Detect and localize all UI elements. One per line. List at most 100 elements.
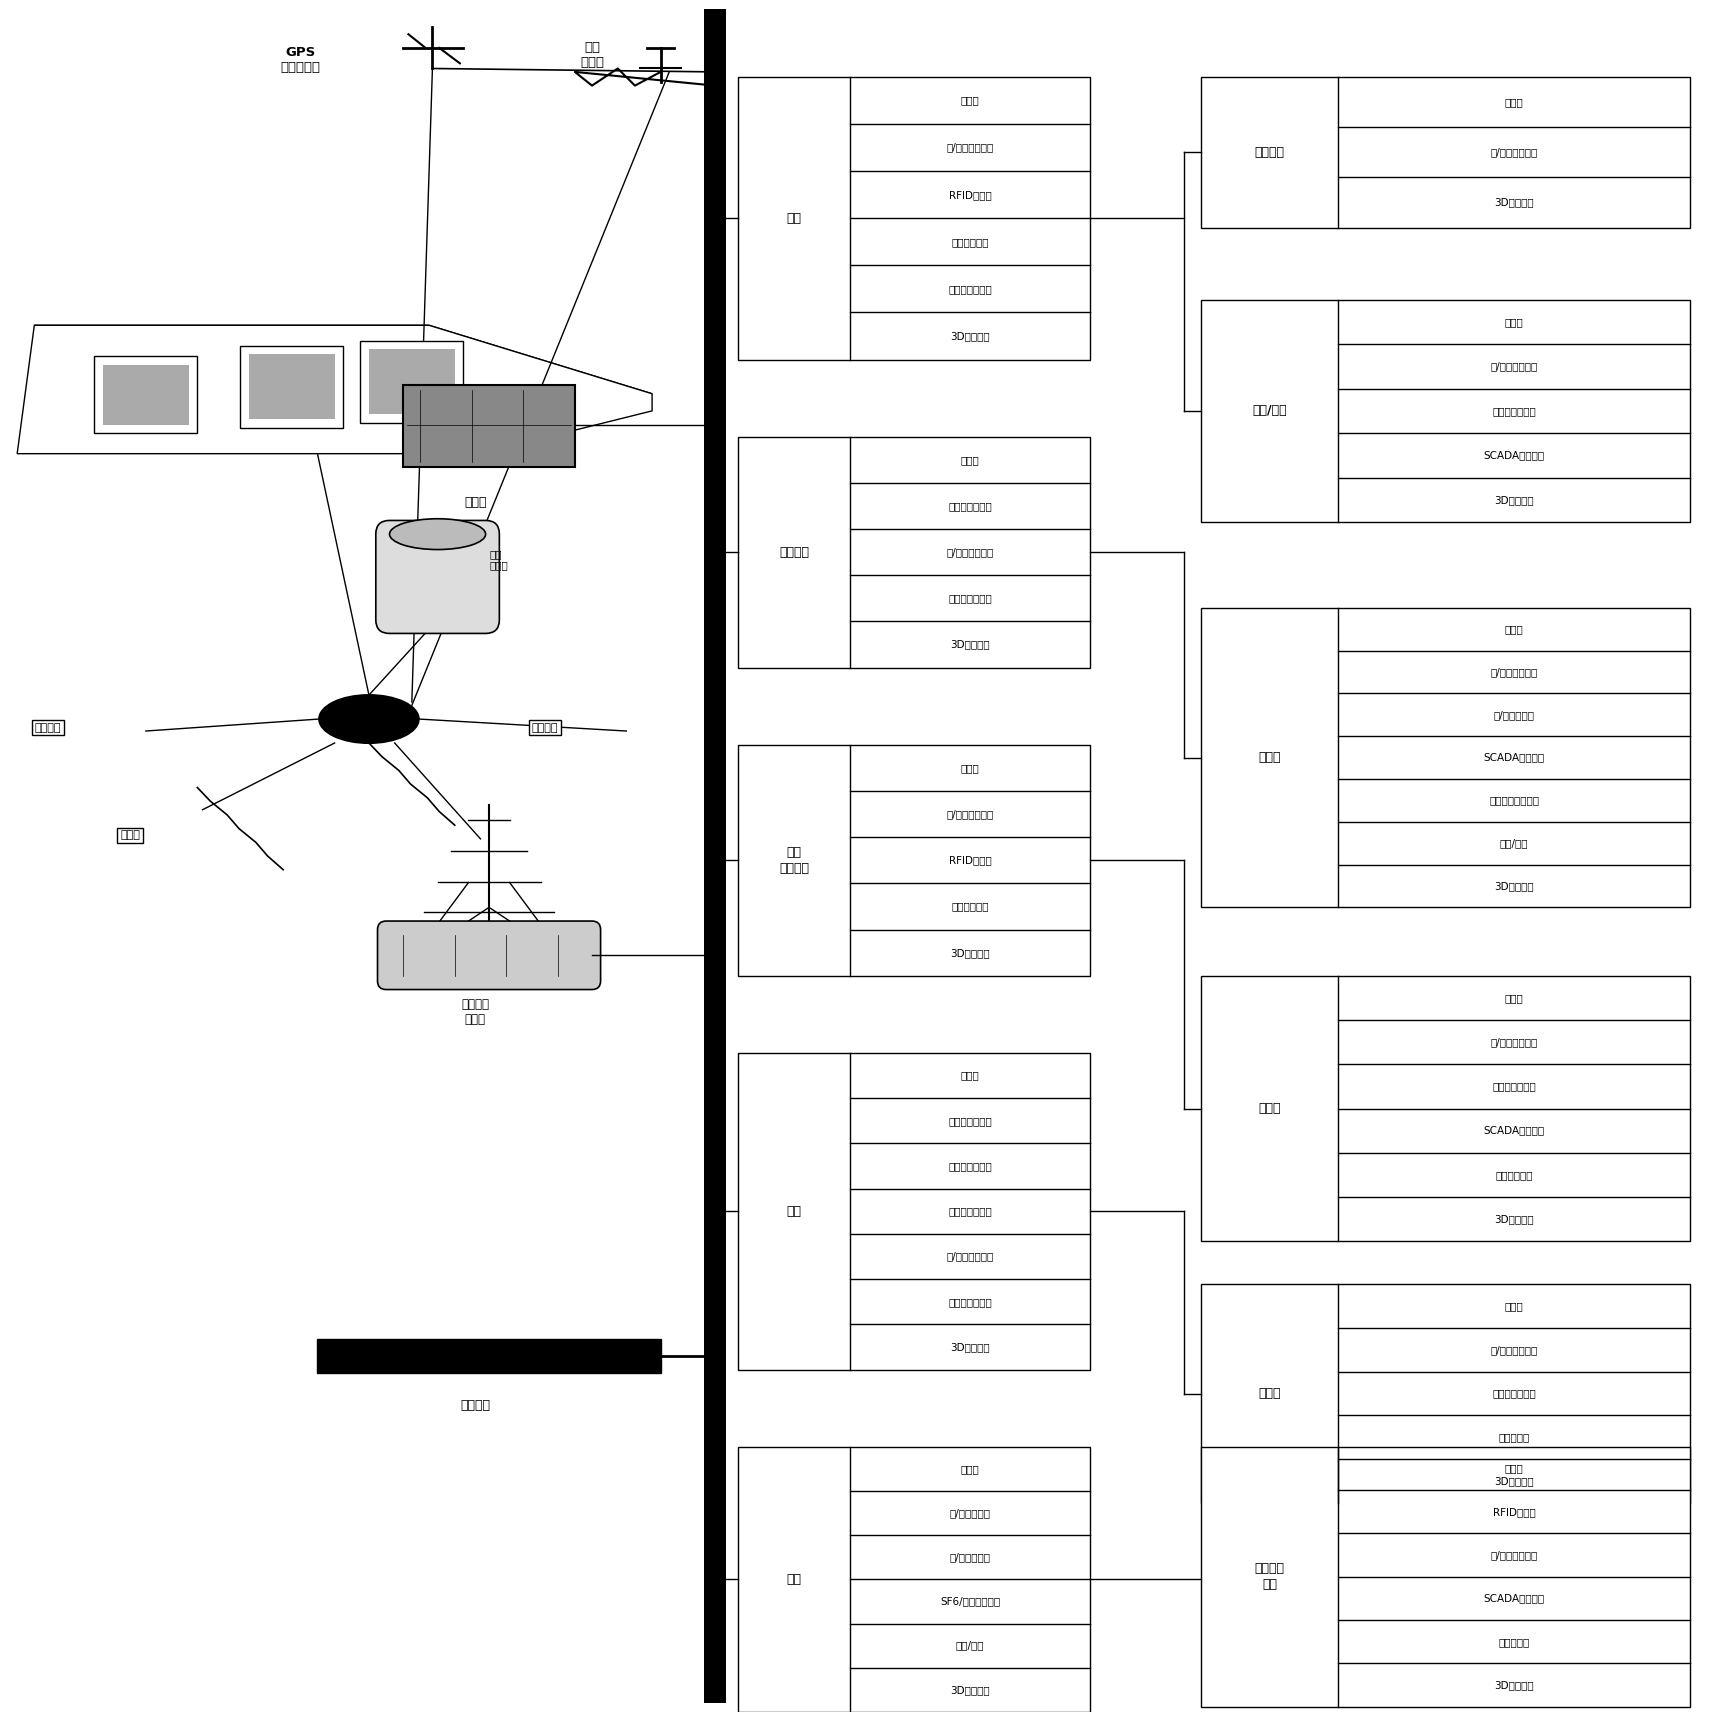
Text: 温/湿度传感器: 温/湿度传感器: [1493, 710, 1534, 719]
Text: 红外测温传感器: 红外测温传感器: [1493, 1082, 1536, 1092]
Ellipse shape: [319, 695, 419, 743]
Bar: [403, 385, 575, 467]
Bar: [1201, 77, 1690, 228]
Text: 二维码: 二维码: [1505, 993, 1524, 1003]
Text: 音/视频图像感知: 音/视频图像感知: [1491, 1037, 1538, 1048]
Text: SF6/氧浓度传感器: SF6/氧浓度传感器: [940, 1596, 1000, 1606]
Text: 水浸传感器: 水浸传感器: [1498, 1433, 1531, 1443]
Text: 二维码: 二维码: [961, 455, 980, 464]
Text: 二维码: 二维码: [1505, 317, 1524, 327]
Text: 中置柜: 中置柜: [1258, 752, 1280, 764]
Text: 音/视频图像感知: 音/视频图像感知: [1491, 668, 1538, 676]
Bar: [360, 341, 463, 423]
Text: 环动: 环动: [786, 1573, 801, 1585]
Text: 交换机: 交换机: [463, 496, 487, 510]
Text: 移动手持
终端: 移动手持 终端: [1254, 1563, 1285, 1590]
Bar: [94, 356, 197, 433]
Bar: [738, 745, 1090, 976]
Text: 报警联动
控制器: 报警联动 控制器: [462, 998, 489, 1025]
Bar: [738, 437, 1090, 668]
Text: 安监人员: 安监人员: [532, 722, 558, 733]
Text: 红外对射传感器: 红外对射传感器: [949, 594, 992, 603]
Text: 二维码: 二维码: [1505, 98, 1524, 108]
Text: 烟火温度传感器: 烟火温度传感器: [949, 1161, 992, 1171]
Text: 红外测温传感器: 红外测温传感器: [949, 1296, 992, 1306]
Text: 音/视频图像感知: 音/视频图像感知: [947, 142, 994, 152]
Text: 二维码: 二维码: [961, 96, 980, 106]
Text: 音/视频图像感知: 音/视频图像感知: [1491, 1344, 1538, 1354]
Text: 3D关联展示: 3D关联展示: [1495, 1679, 1534, 1690]
Bar: [317, 1339, 661, 1373]
Text: 巡视员: 巡视员: [120, 830, 141, 841]
Text: 音/视频图像感知: 音/视频图像感知: [1491, 361, 1538, 372]
Text: 消防: 消防: [786, 1205, 801, 1217]
Text: 无线
或中继: 无线 或中继: [580, 41, 604, 68]
Text: 音/视频图像感知: 音/视频图像感知: [1491, 147, 1538, 158]
Bar: [1201, 976, 1690, 1241]
Text: GPS
定位及对时: GPS 定位及对时: [280, 46, 321, 74]
Polygon shape: [34, 325, 652, 394]
Text: 3D关联展示: 3D关联展示: [1495, 1476, 1534, 1486]
Text: 3D关联展示: 3D关联展示: [951, 1685, 990, 1695]
Text: 红外测温传感器: 红外测温传感器: [1493, 406, 1536, 416]
Text: 排风/除湿: 排风/除湿: [1500, 839, 1529, 847]
Bar: [738, 1447, 1090, 1712]
Bar: [704, 9, 726, 1703]
Text: 消防喷淋传感器: 消防喷淋传感器: [949, 1207, 992, 1216]
Text: 二维码: 二维码: [961, 1070, 980, 1080]
Bar: [103, 365, 189, 425]
Text: 音/视频图像感知: 音/视频图像感知: [947, 1251, 994, 1262]
Text: RFID传感器: RFID传感器: [949, 856, 992, 865]
Bar: [1201, 608, 1690, 907]
Bar: [249, 354, 335, 419]
Text: 3D关联展示: 3D关联展示: [1495, 197, 1534, 207]
Text: 二维码: 二维码: [1505, 625, 1524, 633]
Text: 音/视频图像感知: 音/视频图像感知: [947, 810, 994, 818]
Text: 3D关联展示: 3D关联展示: [951, 330, 990, 341]
Text: 电缆沟: 电缆沟: [1258, 1387, 1280, 1400]
Ellipse shape: [390, 519, 486, 550]
Bar: [369, 349, 455, 414]
Polygon shape: [17, 325, 652, 454]
Text: 二维码: 二维码: [961, 1464, 980, 1474]
Text: 站端主机: 站端主机: [460, 1399, 491, 1412]
Text: RFID传感器: RFID传感器: [949, 190, 992, 200]
Text: 电缆头测温传感器: 电缆头测温传感器: [1489, 796, 1539, 805]
Bar: [738, 77, 1090, 360]
Bar: [240, 346, 343, 428]
Text: 3D关联展示: 3D关联展示: [1495, 1214, 1534, 1224]
Text: 网络
服务器: 网络 服务器: [489, 550, 508, 570]
Bar: [1201, 1447, 1690, 1707]
Text: 二维码: 二维码: [961, 764, 980, 772]
Text: 开关/刀闸: 开关/刀闸: [1253, 404, 1287, 418]
Text: 围墙周界: 围墙周界: [779, 546, 810, 558]
Text: 巡检人员: 巡检人员: [34, 722, 60, 733]
Text: 大门: 大门: [786, 212, 801, 224]
Text: 各个
出入通道: 各个 出入通道: [779, 846, 810, 875]
Text: 红外辐射传感器: 红外辐射传感器: [1493, 1388, 1536, 1399]
Text: 周界防范传感器: 周界防范传感器: [949, 502, 992, 510]
Text: 视频监控: 视频监控: [1254, 146, 1285, 159]
Text: 温/湿度传感器: 温/湿度传感器: [949, 1553, 990, 1563]
Text: 变压器: 变压器: [1258, 1103, 1280, 1115]
Text: 3D关联展示: 3D关联展示: [1495, 495, 1534, 505]
Text: 3D关联展示: 3D关联展示: [951, 948, 990, 957]
Text: 排风/空调: 排风/空调: [956, 1640, 985, 1650]
Bar: [738, 1053, 1090, 1370]
Text: 二维码: 二维码: [1505, 1464, 1524, 1474]
Bar: [1201, 1284, 1690, 1503]
Text: 电磁锁传感器: 电磁锁传感器: [951, 236, 988, 247]
Text: 各类传感器: 各类传感器: [1498, 1637, 1531, 1647]
Bar: [1201, 300, 1690, 522]
Text: SCADA信号感知: SCADA信号感知: [1484, 1125, 1544, 1135]
Text: SCADA信号感知: SCADA信号感知: [1484, 450, 1544, 461]
Text: SCADA信号感知: SCADA信号感知: [1484, 753, 1544, 762]
Text: 音/视频传感器: 音/视频传感器: [949, 1508, 990, 1519]
Text: 油色谱传感器: 油色谱传感器: [1495, 1169, 1532, 1180]
FancyBboxPatch shape: [378, 921, 601, 990]
Text: 音/视频图像感知: 音/视频图像感知: [947, 548, 994, 556]
Text: RFID传感器: RFID传感器: [1493, 1507, 1536, 1517]
Text: 3D关联展示: 3D关联展示: [951, 1342, 990, 1352]
Text: 音/视频图像感知: 音/视频图像感知: [1491, 1549, 1538, 1560]
FancyBboxPatch shape: [376, 520, 499, 633]
